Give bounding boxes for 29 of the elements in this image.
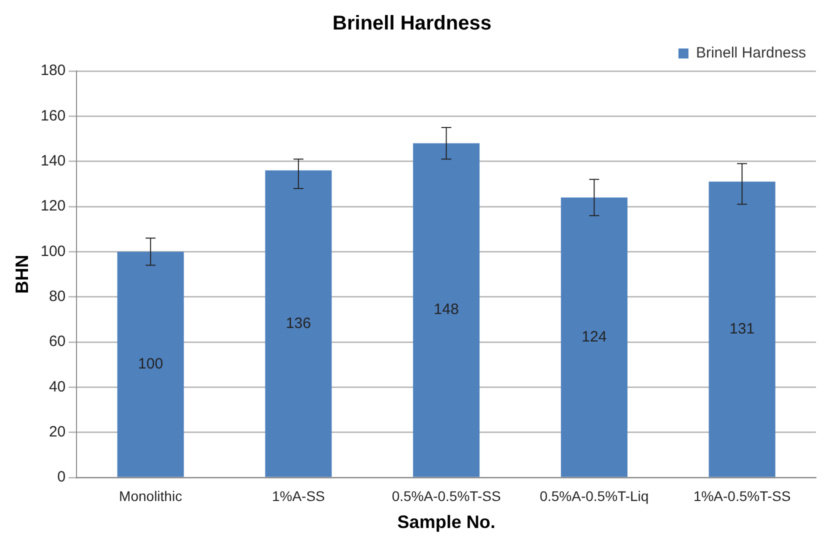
chart-title: Brinell Hardness [332,12,492,35]
y-tick-label: 180 [40,62,66,80]
data-label: 136 [286,314,311,332]
legend-label: Brinell Hardness [696,44,806,62]
x-tick-label: 0.5%A-0.5%T-Liq [540,488,649,504]
data-label: 131 [730,320,755,338]
y-axis-title: BHN [12,254,32,294]
bar [708,182,776,477]
y-tick-label: 40 [48,378,66,396]
bar [560,198,628,477]
bar [117,252,184,477]
x-tick-label: Monolithic [119,488,182,504]
x-tick-label: 1%A-SS [272,488,325,504]
data-label: 100 [138,355,164,372]
data-label: 148 [434,301,459,318]
y-tick-label: 20 [48,424,66,441]
y-tick-label: 140 [40,152,66,170]
y-tick-label: 60 [48,333,66,350]
y-tick-label: 160 [40,107,66,124]
bar [413,143,480,477]
x-tick-label: 1%A-0.5%T-SS [693,488,791,504]
y-tick-label: 120 [40,198,66,215]
y-tick-label: 80 [48,288,66,306]
y-tick-label: 0 [57,468,66,486]
bar [265,170,332,477]
x-axis-title: Sample No. [397,512,496,532]
x-tick-label: 0.5%A-0.5%T-SS [392,488,501,504]
y-tick-label: 100 [40,242,66,260]
data-label: 124 [582,328,607,346]
